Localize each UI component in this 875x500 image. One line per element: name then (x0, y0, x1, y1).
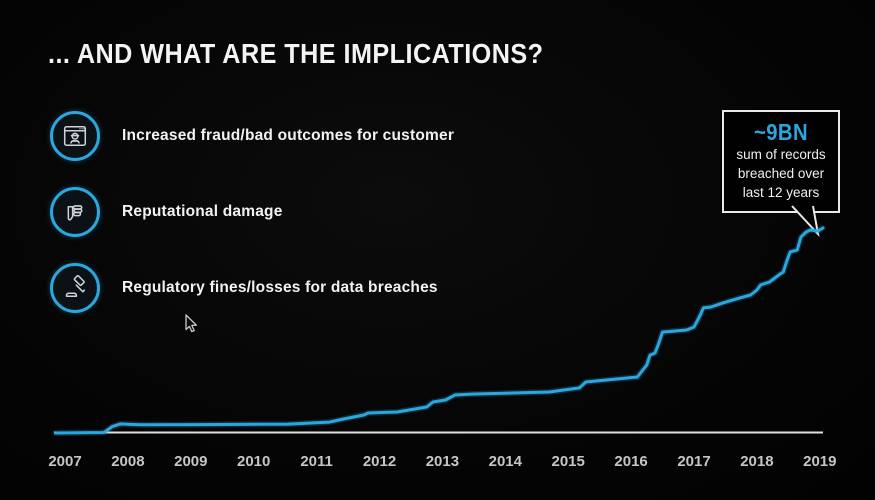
callout-tail (791, 204, 820, 238)
x-tick-label: 2018 (740, 453, 773, 470)
gavel-icon (50, 263, 100, 313)
list-item: Regulatory fines/losses for data breache… (50, 263, 438, 313)
x-tick-label: 2010 (237, 453, 270, 470)
callout-line: breached over (737, 165, 825, 181)
list-item: Reputational damage (50, 187, 283, 237)
bullet-label: Regulatory fines/losses for data breache… (122, 279, 438, 296)
x-tick-label: 2011 (300, 453, 333, 470)
bullet-label: Increased fraud/bad outcomes for custome… (122, 127, 455, 144)
x-tick-label: 2009 (174, 453, 207, 470)
annotation-callout: ~9BN sum of records breached over last 1… (722, 110, 840, 213)
x-tick-label: 2008 (111, 453, 144, 470)
bullet-label: Reputational damage (122, 203, 283, 220)
x-tick-label: 2012 (363, 453, 396, 470)
x-tick-label: 2007 (48, 453, 81, 470)
page-title: ... AND WHAT ARE THE IMPLICATIONS? (48, 38, 544, 69)
x-tick-label: 2019 (803, 453, 836, 470)
x-tick-label: 2015 (552, 453, 585, 470)
x-tick-label: 2014 (489, 453, 523, 470)
callout-line: last 12 years (742, 184, 820, 200)
thumbs-down-icon (50, 187, 100, 237)
mouse-cursor-icon (185, 314, 198, 333)
fraud-window-icon (50, 111, 100, 161)
breach-line (54, 226, 825, 435)
x-tick-labels: 2007 2008 2009 2010 2011 2012 2013 2014 2015 2016… (48, 453, 836, 470)
x-tick-label: 2013 (426, 453, 459, 470)
x-tick-label: 2017 (677, 453, 710, 470)
callout-line: sum of records (736, 147, 826, 162)
list-item: Increased fraud/bad outcomes for custome… (50, 111, 454, 161)
callout-value: ~9BN (753, 119, 809, 145)
x-tick-label: 2016 (614, 453, 647, 470)
